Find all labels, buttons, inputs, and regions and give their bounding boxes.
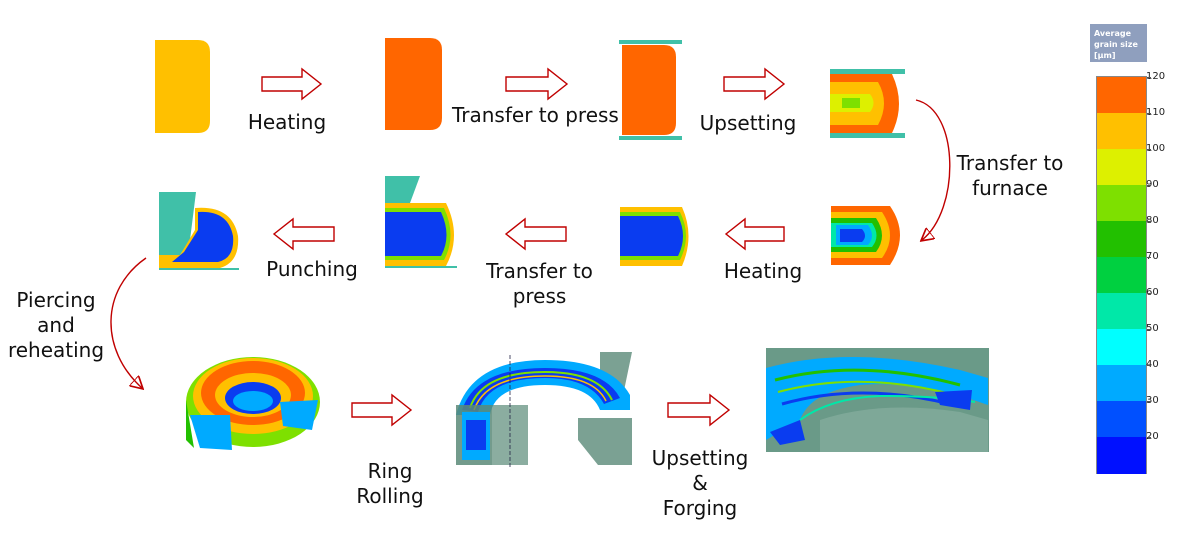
legend-tick-mark (1147, 149, 1151, 150)
legend-tick-label: 80 (1146, 215, 1159, 226)
legend-tick-mark (1147, 113, 1151, 114)
label-transfer-to-press-2: Transfer to press (482, 259, 597, 309)
legend-tick-mark (1147, 437, 1151, 438)
label-ring-rolling: Ring Rolling (345, 459, 435, 509)
legend-color-bar (1096, 76, 1147, 474)
block-arrow (504, 217, 567, 251)
label-line: & (692, 471, 708, 495)
legend-tick-label: 120 (1146, 71, 1166, 82)
label-line: and (37, 313, 75, 337)
label-line: press (512, 284, 567, 308)
legend-tick-mark (1147, 77, 1151, 78)
billet-heated (385, 38, 442, 130)
furnace-billet (831, 206, 900, 265)
legend-tick-mark (1147, 401, 1151, 402)
legend-band (1097, 185, 1146, 222)
legend-tick-label: 60 (1146, 287, 1159, 298)
legend-band (1097, 149, 1146, 186)
billet-initial (155, 40, 210, 133)
label-line: Piercing (16, 288, 96, 312)
legend-tick-mark (1147, 185, 1151, 186)
block-arrow (351, 393, 413, 427)
legend-band (1097, 401, 1146, 438)
label-transfer-to-furnace: Transfer to furnace (955, 151, 1065, 201)
pierced-ring (186, 357, 320, 450)
forged-ring (766, 348, 989, 452)
legend-band (1097, 221, 1146, 258)
legend-tick-mark (1147, 293, 1151, 294)
label-heating-2: Heating (723, 259, 803, 283)
legend-band (1097, 77, 1146, 114)
legend-tick-label: 100 (1146, 143, 1166, 154)
label-line: Forging (662, 496, 738, 520)
block-arrow (667, 393, 731, 427)
upset-billet (830, 69, 905, 138)
label-transfer-to-press-1: Transfer to press (452, 103, 619, 127)
label-punching: Punching (266, 257, 358, 281)
curved-arrow-piercing (110, 257, 147, 388)
billet-in-press (622, 45, 676, 135)
label-upsetting-1: Upsetting (699, 111, 797, 135)
label-heating-1: Heating (247, 110, 327, 134)
legend-band (1097, 329, 1146, 366)
press-die-top (619, 40, 682, 44)
legend-band (1097, 365, 1146, 402)
label-upsetting-forging: Upsetting & Forging (648, 446, 752, 521)
legend-tick-label: 110 (1146, 107, 1166, 118)
legend-tick-mark (1147, 257, 1151, 258)
legend-band (1097, 293, 1146, 330)
ring-rolling (456, 352, 632, 468)
legend-tick-label: 40 (1146, 359, 1159, 370)
legend-tick-label: 70 (1146, 251, 1159, 262)
legend-tick-mark (1147, 329, 1151, 330)
legend-tick-label: 50 (1146, 323, 1159, 334)
billet-with-punch (385, 176, 457, 268)
label-line: Upsetting (651, 446, 749, 470)
reheated-billet (620, 207, 689, 266)
legend-tick-label: 30 (1146, 395, 1159, 406)
label-line: furnace (972, 176, 1048, 200)
label-line: reheating (7, 338, 105, 362)
legend-title: Average grain size [µm] (1090, 24, 1147, 62)
legend-tick-label: 90 (1146, 179, 1159, 190)
legend-tick-label: 20 (1146, 431, 1159, 442)
block-arrow (723, 67, 786, 101)
grain-size-legend: Average grain size [µm] 120 110 100 90 80 70 6… (1090, 20, 1180, 490)
legend-tick-mark (1147, 365, 1151, 366)
legend-band (1097, 437, 1146, 474)
label-line: Rolling (356, 484, 424, 508)
label-line: Transfer to (486, 259, 593, 283)
curved-arrow-furnace (915, 99, 951, 240)
legend-tick-mark (1147, 221, 1151, 222)
legend-band (1097, 113, 1146, 150)
label-piercing-reheating: Piercing and reheating (6, 288, 106, 363)
legend-band (1097, 257, 1146, 294)
block-arrow (505, 67, 569, 101)
block-arrow (261, 67, 323, 101)
block-arrow (724, 217, 785, 251)
press-die-bottom (619, 136, 682, 140)
label-line: Ring (367, 459, 413, 483)
punched-billet (159, 192, 239, 270)
block-arrow (272, 217, 335, 251)
label-line: Transfer to (956, 151, 1064, 175)
